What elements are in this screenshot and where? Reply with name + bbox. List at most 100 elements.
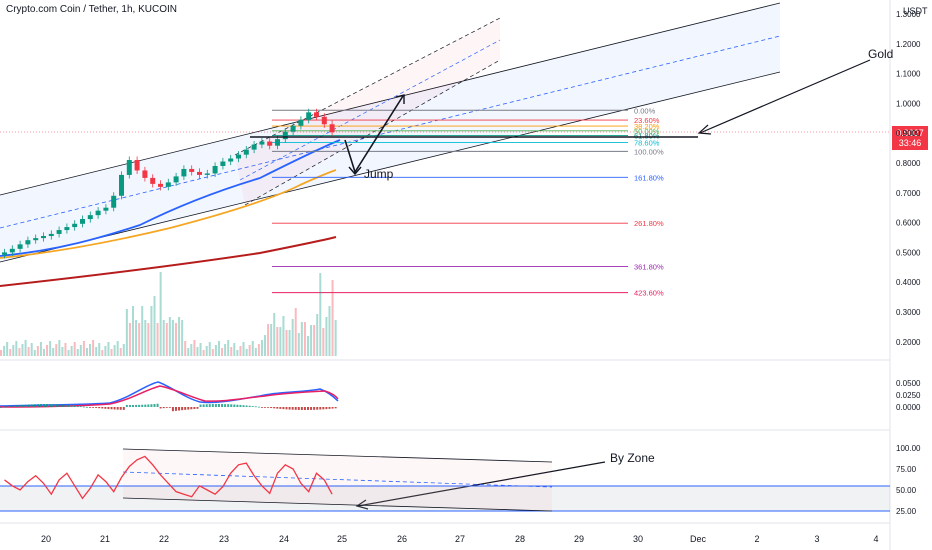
price-candle — [259, 141, 265, 145]
volume-bar — [125, 309, 128, 356]
price-candle — [64, 227, 70, 231]
macd-histogram-bar — [227, 404, 230, 407]
volume-bar — [107, 342, 110, 356]
rsi-axis[interactable]: 100.00 75.00 50.00 25.00 — [896, 444, 921, 516]
macd-histogram-bar — [150, 404, 153, 407]
symbol-title: Crypto.com Coin / Tether, 1h, KUCOIN — [6, 4, 177, 15]
price-candle — [72, 223, 78, 228]
macd-histogram-bar — [257, 406, 260, 408]
time-tick-label: 3 — [814, 534, 819, 544]
macd-histogram-bar — [264, 407, 267, 408]
macd-line — [0, 381, 339, 407]
volume-bar — [285, 330, 288, 356]
macd-histogram-bar — [9, 406, 12, 407]
macd-histogram-bar — [98, 407, 101, 409]
volume-bar — [187, 348, 190, 356]
volume-bar — [217, 341, 220, 356]
volume-bar — [46, 345, 49, 356]
macd-histogram-bar — [3, 406, 6, 408]
volume-bar — [174, 323, 177, 356]
volume-bar — [70, 346, 73, 356]
volume-bar — [307, 336, 309, 356]
price-candle — [329, 124, 335, 133]
volume-bar — [58, 340, 61, 356]
price-candle — [306, 112, 312, 120]
currency-label: USDT — [903, 6, 928, 16]
price-tick-label: 0.7000 — [896, 189, 921, 198]
volume-bar — [162, 320, 165, 356]
macd-histogram-bar — [144, 404, 147, 407]
volume-bar — [267, 324, 270, 356]
price-candle — [228, 158, 234, 162]
macd-histogram-bar — [58, 404, 61, 407]
macd-histogram-bar — [310, 407, 313, 410]
macd-histogram-bar — [313, 407, 316, 410]
price-candle — [220, 161, 226, 166]
macd-histogram-bar — [239, 404, 242, 407]
macd-histogram-bar — [36, 404, 39, 407]
volume-bar — [230, 347, 233, 356]
volume-bar — [30, 343, 33, 356]
volume-bar — [184, 341, 187, 356]
price-tick-label: 1.1000 — [896, 70, 921, 79]
volume-bar — [279, 327, 282, 356]
price-candle — [142, 170, 148, 178]
fib-level-label: 50.00% — [634, 127, 660, 136]
annotation-gold: Gold — [868, 47, 893, 61]
volume-bar — [36, 346, 39, 356]
volume-bar — [6, 342, 9, 356]
macd-histogram-bar — [92, 407, 95, 408]
rsi-tick-label: 50.00 — [896, 486, 917, 495]
price-candle — [290, 125, 296, 132]
fib-level-label: 261.80% — [634, 219, 664, 228]
price-candle — [236, 154, 241, 159]
macd-histogram-bar — [6, 406, 9, 408]
price-candle — [119, 174, 124, 196]
rsi-tick-label: 100.00 — [896, 444, 921, 453]
macd-histogram-bar — [76, 405, 79, 407]
macd-histogram-bar — [49, 404, 52, 407]
macd-histogram-bar — [217, 404, 220, 407]
price-candle — [173, 176, 179, 183]
volume-bar — [190, 344, 193, 356]
macd-histogram-bar — [307, 407, 309, 410]
volume-bar — [95, 347, 98, 356]
macd-histogram-bar — [267, 407, 270, 408]
rsi-tick-label: 75.00 — [896, 465, 917, 474]
macd-histogram-bar — [85, 406, 88, 408]
macd-histogram-bar — [221, 404, 224, 407]
volume-bar — [273, 313, 276, 356]
macd-histogram-bar — [184, 407, 187, 410]
volume-bar — [138, 323, 141, 356]
volume-bar — [3, 346, 6, 356]
macd-histogram-bar — [33, 404, 36, 407]
volume-bar — [325, 317, 328, 356]
macd-histogram-bar — [15, 405, 18, 407]
macd-histogram-bar — [24, 404, 27, 407]
price-axis[interactable]: 1.3000 1.2000 1.1000 1.0000 0.9000 0.8000 0.70… — [896, 10, 921, 347]
price-candle — [87, 215, 93, 220]
volume-bar — [205, 346, 208, 356]
time-axis[interactable]: 20 21 22 23 24 25 26 27 28 29 30 Dec 2 3 4 — [41, 534, 879, 544]
macd-histogram-bar — [46, 404, 49, 407]
volume-bar — [297, 333, 300, 356]
volume-bar — [328, 306, 331, 356]
user-drawings — [250, 59, 871, 510]
volume-bar — [76, 349, 79, 356]
volume-bar — [282, 316, 285, 356]
volume-bar — [260, 340, 263, 356]
macd-histogram-bar — [254, 406, 257, 408]
volume-bar — [300, 322, 303, 356]
macd-axis[interactable]: 0.0500 0.0250 0.0000 — [896, 379, 921, 412]
fib-level-label: 0.00% — [634, 106, 656, 115]
volume-bar — [82, 341, 85, 356]
price-tick-label: 0.3000 — [896, 308, 921, 317]
price-candle — [134, 160, 140, 171]
volume-bar — [239, 346, 242, 356]
price-tick-label: 1.3000 — [896, 10, 921, 19]
price-candle — [33, 238, 39, 241]
macd-histogram-bar — [110, 407, 113, 410]
price-candle — [251, 144, 257, 150]
volume-bar — [73, 342, 76, 356]
